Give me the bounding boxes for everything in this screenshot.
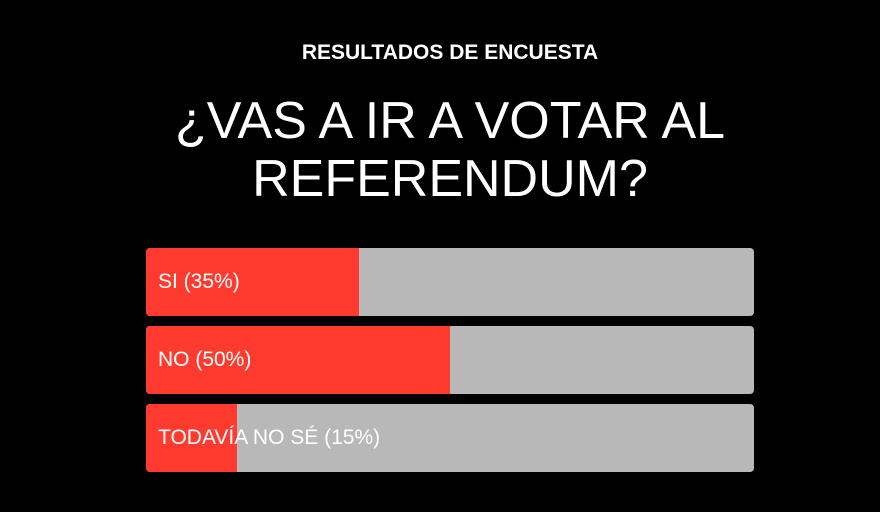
poll-option-no: NO (50%) bbox=[146, 326, 754, 394]
poll-option-label: TODAVÍA NO SÉ (15%) bbox=[158, 426, 381, 449]
poll-bar-fill bbox=[146, 404, 238, 472]
poll-bar-fill bbox=[146, 248, 359, 316]
poll-kicker: RESULTADOS DE ENCUESTA bbox=[301, 41, 599, 64]
poll-bars: SI (35%) NO (50%) TODAVÍA NO SÉ (15%) bbox=[146, 248, 754, 482]
poll-option-label: NO (50%) bbox=[158, 348, 252, 371]
poll-option-label: SI (35%) bbox=[158, 270, 240, 293]
poll-question: ¿VAS A IR A VOTAR AL REFERENDUM? bbox=[174, 92, 726, 208]
poll-option-si: SI (35%) bbox=[146, 248, 754, 316]
poll-bar-fill bbox=[146, 326, 450, 394]
poll-option-undecided: TODAVÍA NO SÉ (15%) bbox=[146, 404, 754, 472]
